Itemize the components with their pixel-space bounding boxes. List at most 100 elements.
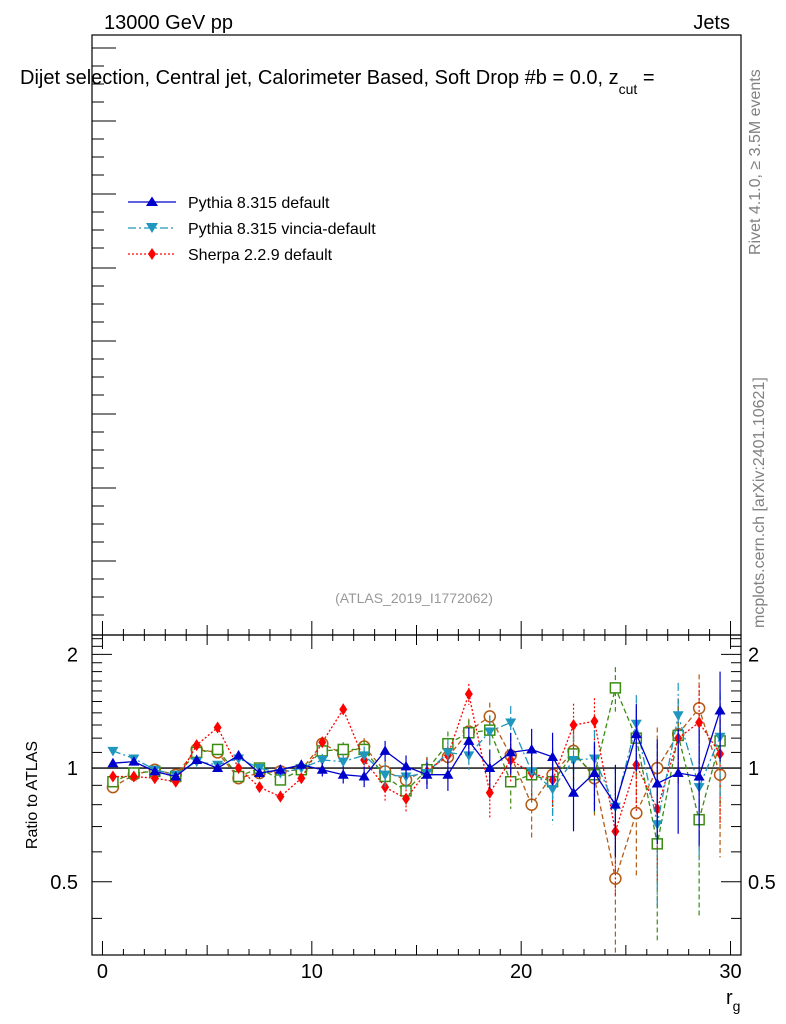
- data-point: [255, 781, 264, 794]
- data-point: [630, 806, 643, 820]
- data-point: [464, 688, 473, 701]
- data-point: [569, 719, 578, 732]
- data-point: [485, 786, 494, 799]
- ratio-panel-frame: [91, 634, 742, 956]
- data-point: [211, 743, 224, 756]
- diamond-marker-icon: [148, 248, 156, 260]
- series-pythia-8-315-vincia-default: [107, 682, 726, 907]
- process-label: Jets: [693, 12, 730, 34]
- data-point: [213, 721, 222, 734]
- x-axis-label: rg: [726, 987, 740, 1014]
- data-point: [588, 767, 600, 778]
- data-point: [337, 743, 349, 756]
- ratio-axes: 0 10 20 30 0.5 0.5 1 1 2 2: [50, 635, 776, 983]
- rivet-version-label: Rivet 4.1.0, ≥ 3.5M events: [747, 69, 764, 255]
- triangle-up-marker-icon: [146, 196, 158, 206]
- x-tick-label: 0: [97, 961, 108, 983]
- data-point: [568, 756, 580, 766]
- data-point: [672, 767, 684, 778]
- data-point: [547, 785, 559, 795]
- data-point: [316, 756, 328, 766]
- data-point: [526, 743, 538, 754]
- x-tick-label: 10: [301, 961, 323, 983]
- legend-entry-pythia-default: Pythia 8.315 default: [128, 195, 330, 212]
- data-point: [107, 746, 119, 757]
- data-point: [695, 716, 704, 729]
- data-point: [337, 757, 349, 768]
- data-point: [442, 769, 454, 779]
- data-point: [505, 718, 517, 728]
- data-point: [108, 770, 117, 783]
- data-point: [129, 770, 138, 783]
- triangle-down-marker-icon: [146, 223, 158, 233]
- data-point: [442, 748, 454, 758]
- data-point: [692, 701, 706, 715]
- data-point: [651, 778, 663, 788]
- data-point: [568, 787, 580, 797]
- data-point: [337, 769, 349, 779]
- ratio-series: [106, 667, 727, 955]
- data-point: [297, 772, 306, 785]
- legend-label-pythia-default: Pythia 8.315 default: [188, 195, 330, 212]
- main-panel-frame: [91, 34, 742, 636]
- energy-label: 13000 GeV pp: [104, 12, 233, 34]
- series-pythia-8-315-default: [107, 671, 726, 858]
- data-point: [276, 790, 285, 803]
- data-point: [358, 770, 370, 781]
- x-tick-label: 30: [719, 961, 741, 983]
- data-point: [400, 760, 412, 771]
- y-tick-label-right: 2: [748, 644, 759, 666]
- data-point: [128, 756, 140, 766]
- data-point: [339, 703, 348, 716]
- series-line: [112, 691, 721, 832]
- legend-label-sherpa: Sherpa 2.2.9 default: [188, 247, 333, 264]
- data-point: [609, 682, 622, 694]
- data-point: [590, 715, 599, 728]
- data-point: [421, 769, 433, 779]
- data-point: [318, 736, 327, 749]
- y-tick-label: 1: [67, 758, 78, 780]
- series-reference-3: [107, 667, 726, 941]
- data-point: [672, 711, 684, 721]
- series-reference-4: [106, 674, 727, 955]
- data-point: [149, 765, 161, 776]
- data-point: [504, 775, 517, 788]
- data-point: [107, 757, 119, 768]
- data-point: [714, 705, 726, 715]
- series-line: [112, 715, 721, 825]
- y-axis-label: Ratio to ATLAS: [24, 741, 41, 849]
- data-point: [212, 762, 224, 773]
- y-tick-label: 2: [67, 644, 78, 666]
- series-line: [112, 685, 721, 845]
- series-line: [112, 710, 721, 807]
- data-point: [630, 728, 642, 739]
- data-point: [379, 770, 391, 781]
- data-point: [295, 759, 307, 769]
- y-tick-label: 0.5: [50, 872, 78, 894]
- legend-entry-sherpa: Sherpa 2.2.9 default: [128, 247, 333, 264]
- data-point: [274, 764, 286, 774]
- data-point: [358, 751, 370, 761]
- data-point: [191, 754, 203, 765]
- data-point: [463, 735, 475, 745]
- data-point: [484, 762, 496, 773]
- x-tick-label: 20: [510, 961, 532, 983]
- data-point: [234, 762, 243, 775]
- legend: Pythia 8.315 default Pythia 8.315 vincia…: [128, 195, 376, 264]
- data-point: [170, 770, 182, 781]
- mcplots-label: mcplots.cern.ch [arXiv:2401.10621]: [751, 377, 768, 628]
- series-line: [112, 706, 721, 882]
- data-point: [192, 739, 201, 752]
- data-point: [609, 799, 621, 809]
- data-point: [505, 746, 517, 757]
- data-point: [402, 792, 411, 805]
- data-point: [484, 727, 496, 737]
- data-point: [463, 751, 475, 761]
- legend-entry-pythia-vincia: Pythia 8.315 vincia-default: [128, 221, 376, 238]
- data-point: [233, 749, 245, 760]
- main-panel-ticks: [92, 47, 732, 635]
- legend-label-pythia-vincia: Pythia 8.315 vincia-default: [188, 221, 376, 238]
- series-sherpa-2-2-9-default: [108, 683, 725, 896]
- data-point: [316, 764, 328, 774]
